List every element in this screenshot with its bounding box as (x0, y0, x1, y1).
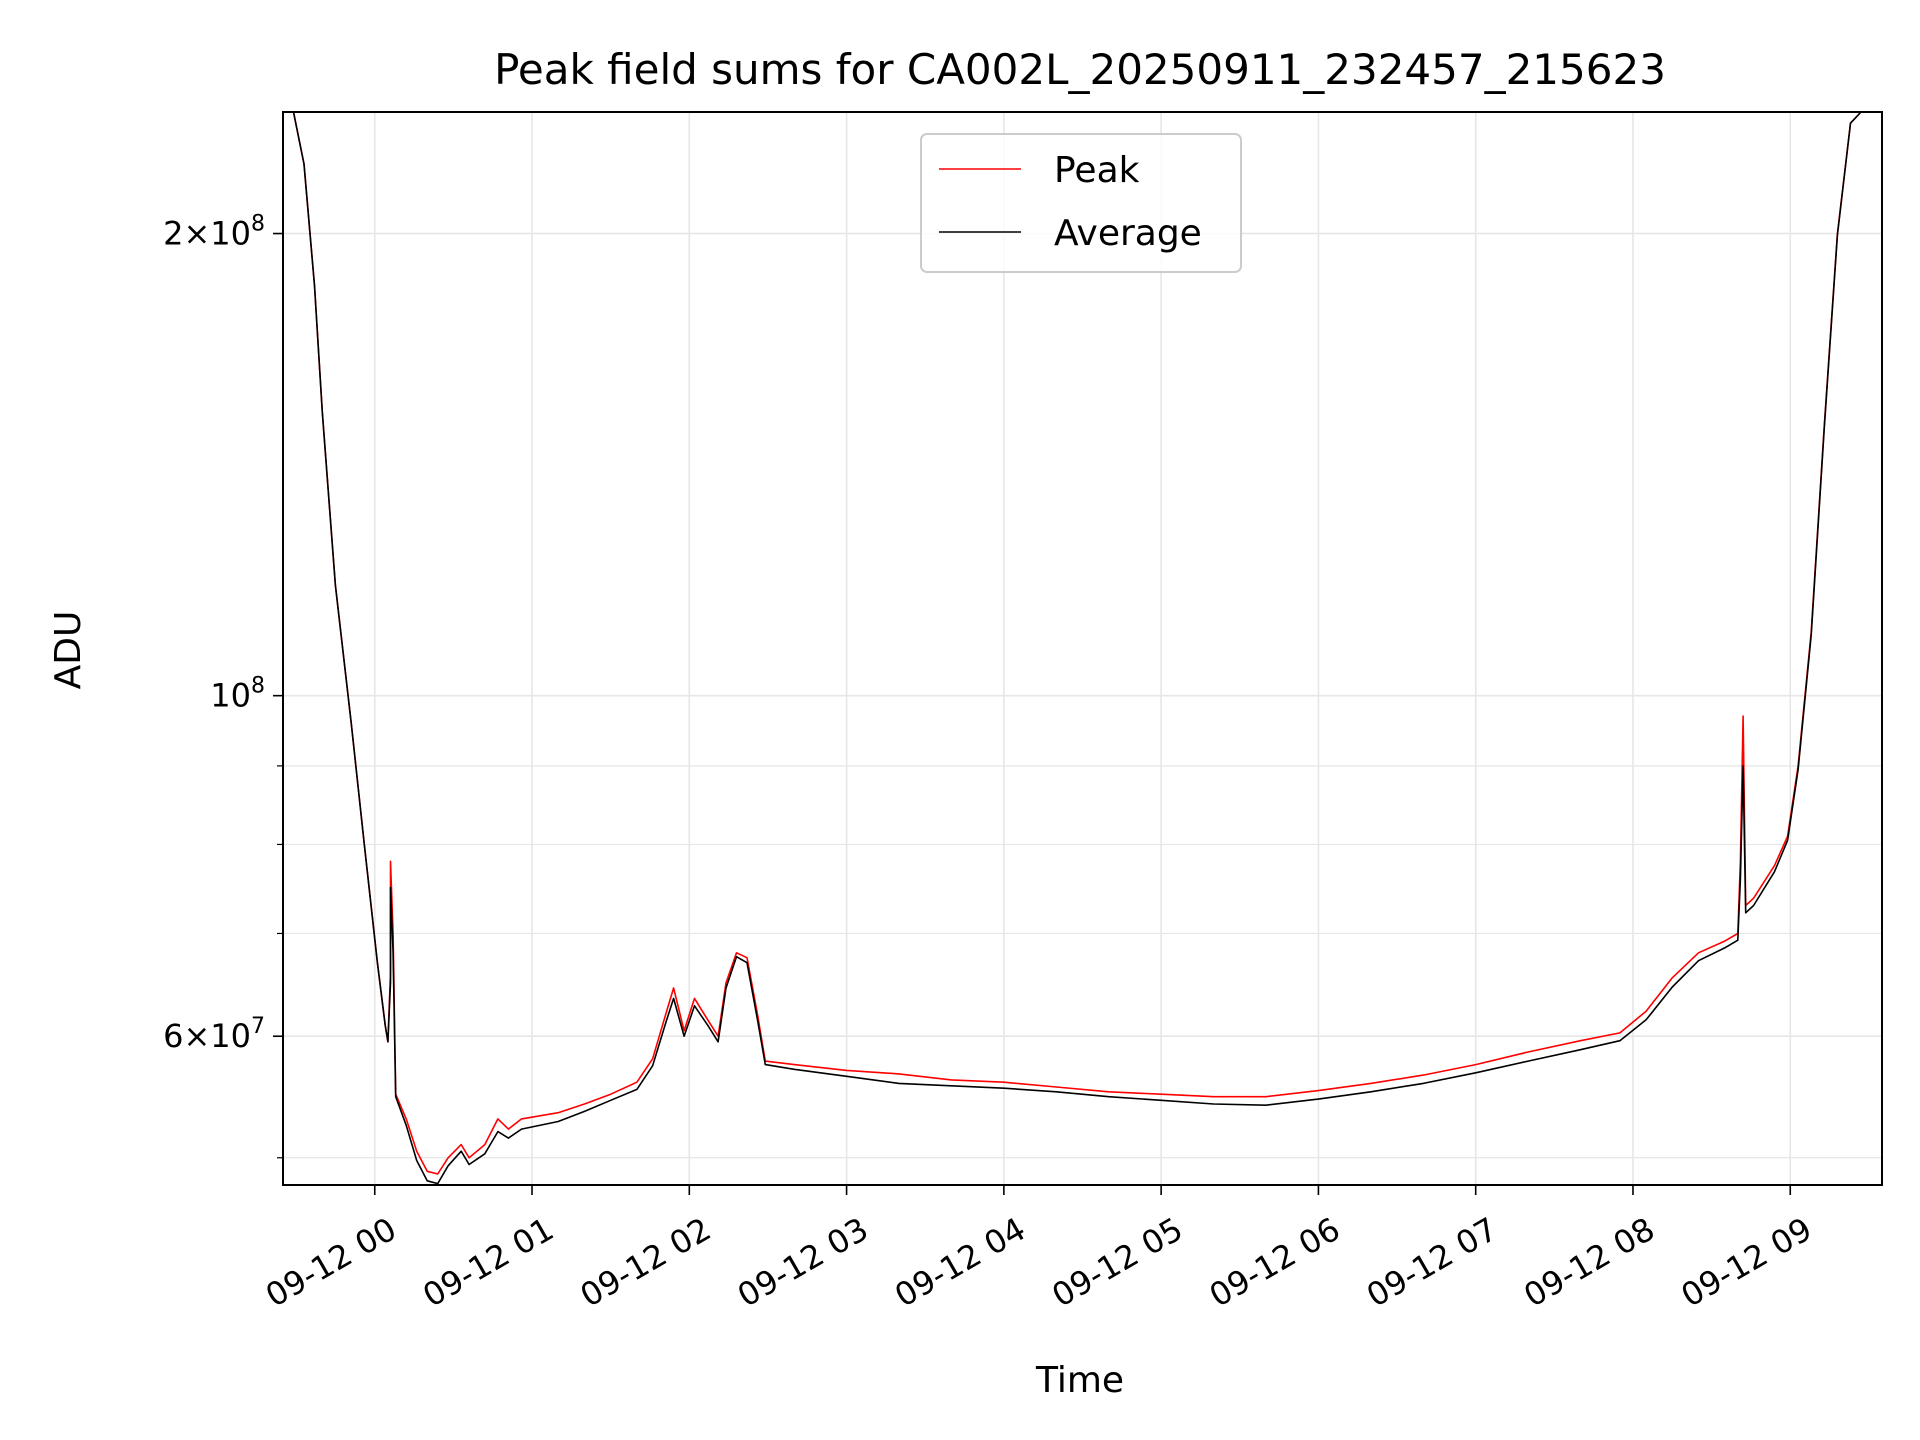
legend-label-average: Average (1054, 213, 1202, 254)
y-axis-label: ADU (48, 611, 89, 690)
y-tick-label: 108 (210, 674, 265, 715)
series-line-average (283, 112, 1882, 1185)
x-axis-label: Time (1035, 1360, 1124, 1401)
y-tick-label: 2×108 (163, 212, 265, 253)
y-tick-label: 6×107 (163, 1014, 265, 1055)
plot-frame (282, 111, 1883, 1186)
legend-label-peak: Peak (1054, 150, 1140, 191)
chart-title: Peak field sums for CA002L_20250911_2324… (494, 45, 1666, 94)
series-layer (283, 112, 1882, 1185)
legend: Peak Average (920, 133, 1242, 273)
y-axis: 2×108 108 6×107 (163, 212, 283, 1159)
